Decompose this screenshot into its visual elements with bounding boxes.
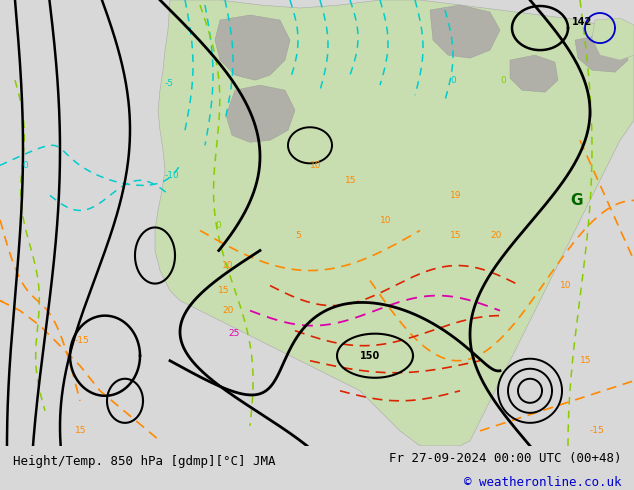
Text: G: G — [570, 193, 583, 208]
Text: 20: 20 — [490, 231, 501, 240]
Text: -15: -15 — [590, 426, 605, 436]
Text: 15: 15 — [218, 286, 230, 295]
Text: 15: 15 — [580, 356, 592, 365]
Text: 5: 5 — [295, 231, 301, 240]
Text: 10: 10 — [310, 161, 321, 170]
Text: 0: 0 — [450, 75, 456, 85]
Text: 15: 15 — [345, 176, 356, 185]
Polygon shape — [575, 35, 628, 72]
Text: 10: 10 — [380, 216, 392, 225]
Text: 15: 15 — [450, 231, 462, 240]
Polygon shape — [430, 5, 500, 58]
Polygon shape — [226, 85, 295, 142]
Text: 10: 10 — [560, 281, 571, 290]
Text: 25: 25 — [228, 329, 240, 338]
Text: 0: 0 — [22, 161, 28, 170]
Text: 0: 0 — [500, 75, 506, 85]
Polygon shape — [215, 15, 290, 80]
Text: -15: -15 — [75, 336, 90, 345]
Text: 142: 142 — [572, 17, 592, 27]
Text: 0: 0 — [215, 221, 221, 230]
Text: © weatheronline.co.uk: © weatheronline.co.uk — [464, 476, 621, 489]
Text: 20: 20 — [222, 306, 233, 315]
Text: -5: -5 — [165, 79, 174, 88]
Text: 19: 19 — [450, 191, 462, 200]
Polygon shape — [510, 55, 558, 92]
Polygon shape — [592, 18, 634, 60]
Text: 150: 150 — [360, 351, 380, 361]
Polygon shape — [155, 0, 634, 446]
Text: 15: 15 — [75, 426, 86, 436]
Text: 10: 10 — [222, 261, 233, 270]
Text: Fr 27-09-2024 00:00 UTC (00+48): Fr 27-09-2024 00:00 UTC (00+48) — [389, 452, 621, 465]
Text: -10: -10 — [165, 171, 180, 180]
Text: Height/Temp. 850 hPa [gdmp][°C] JMA: Height/Temp. 850 hPa [gdmp][°C] JMA — [13, 455, 275, 468]
